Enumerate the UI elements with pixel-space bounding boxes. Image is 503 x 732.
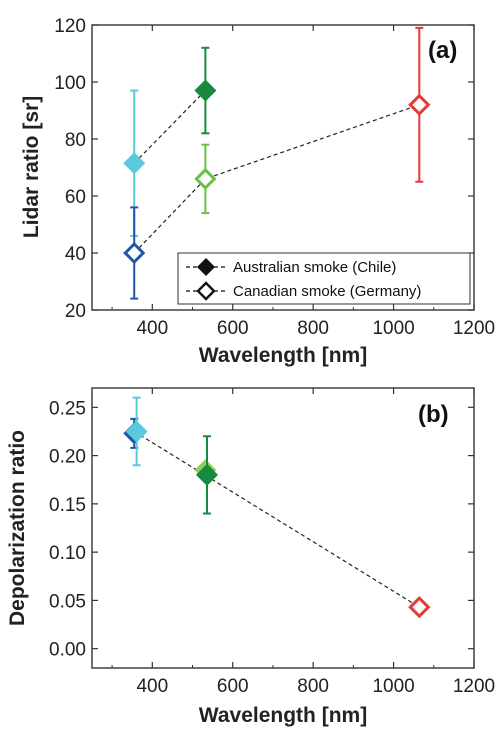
point-a-0-1	[194, 79, 217, 102]
x-tick-label-b-3: 1000	[372, 676, 414, 697]
tick-group-b: 400 600 800 1000 1200 0.00 0.05 0.10 0.15 0.20 0.2…	[49, 388, 495, 697]
series-line-b-0	[133, 430, 420, 608]
legend-label-australian: Australian smoke (Chile)	[233, 259, 396, 276]
y-tick-label-b-4: 0.20	[49, 447, 86, 468]
x-axis-label-a: Wavelength [nm]	[199, 344, 367, 367]
x-tick-label-a-3: 1000	[372, 318, 414, 339]
y-tick-label-b-3: 0.15	[49, 495, 86, 516]
legend-label-canadian: Canadian smoke (Germany)	[233, 283, 421, 300]
point-b-0-3	[196, 463, 219, 486]
x-tick-label-b-4: 1200	[453, 676, 495, 697]
y-tick-label-a-4: 100	[54, 73, 86, 94]
x-tick-label-a-2: 800	[297, 318, 329, 339]
point-a-1-1	[194, 167, 217, 191]
y-axis-label-b: Depolarization ratio	[6, 430, 29, 626]
point-a-1-0	[123, 241, 146, 265]
y-axis-label-a: Lidar ratio [sr]	[20, 96, 43, 238]
legend-marker-australian	[197, 258, 215, 276]
series-line-a-0	[133, 90, 206, 164]
depolarization-ratio-chart: 400 600 800 1000 1200 0.00 0.05 0.10 0.15 0.20 0.2…	[6, 387, 495, 727]
lidar-ratio-chart: 400 600 800 1000 1200 20 40 60 80 100 120 (a) Wave…	[20, 16, 495, 367]
y-tick-label-b-2: 0.10	[49, 543, 86, 564]
series-line-a-1	[133, 104, 420, 254]
panel-label-b: (b)	[418, 401, 449, 428]
y-tick-label-b-1: 0.05	[49, 591, 86, 612]
x-tick-label-a-4: 1200	[453, 318, 495, 339]
y-tick-label-a-3: 80	[65, 130, 86, 151]
y-tick-label-b-0: 0.00	[49, 640, 86, 661]
legend: Australian smoke (Chile) Canadian smoke …	[177, 252, 471, 305]
point-b-1-0	[408, 596, 431, 619]
legend-marker-canadian	[196, 281, 216, 301]
y-tick-label-b-5: 0.25	[49, 398, 86, 419]
point-a-1-2	[408, 93, 431, 116]
plot-frame-b	[91, 387, 475, 669]
x-tick-label-a-1: 600	[217, 318, 249, 339]
x-tick-label-b-1: 600	[217, 676, 249, 697]
point-b-0-1	[125, 420, 148, 443]
y-tick-label-a-1: 40	[65, 244, 86, 265]
x-tick-label-b-0: 400	[136, 676, 168, 697]
panel-label-a: (a)	[428, 37, 457, 64]
x-axis-label-b: Wavelength [nm]	[199, 704, 367, 727]
x-tick-label-b-2: 800	[297, 676, 329, 697]
y-tick-label-a-2: 60	[65, 187, 86, 208]
point-a-0-0	[123, 152, 146, 175]
marks-group-a	[123, 26, 431, 300]
y-tick-label-a-5: 120	[54, 16, 86, 37]
tick-group-a: 400 600 800 1000 1200 20 40 60 80 100 120	[54, 16, 495, 339]
y-tick-label-a-0: 20	[65, 301, 86, 322]
marks-group-b	[123, 396, 431, 619]
x-tick-label-a-0: 400	[136, 318, 168, 339]
plot-frame-a	[91, 24, 475, 311]
legend-box	[177, 252, 471, 305]
